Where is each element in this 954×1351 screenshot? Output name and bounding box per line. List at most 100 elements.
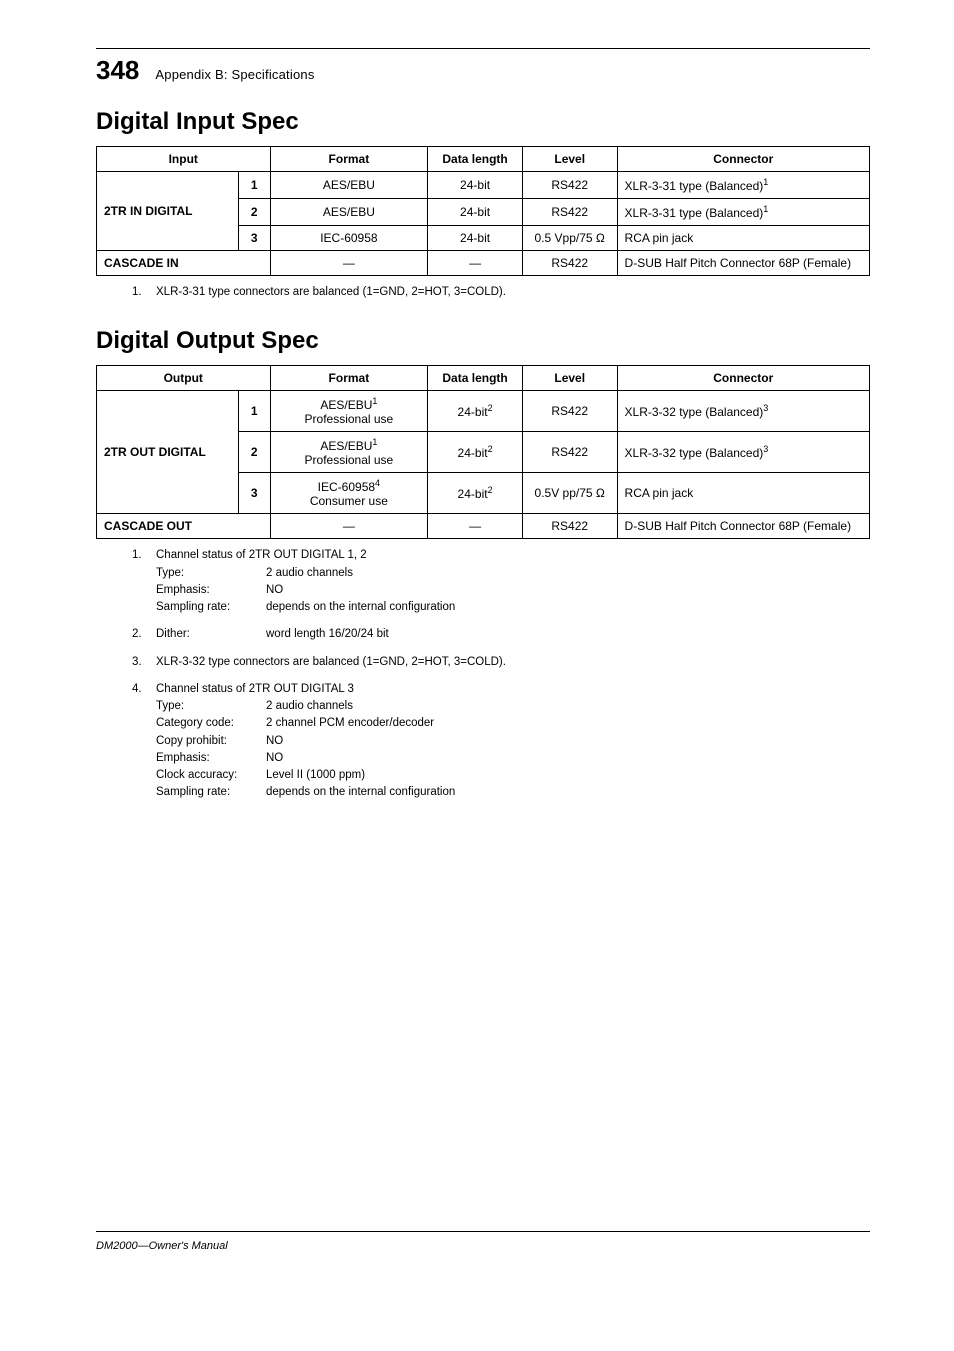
kv-value: depends on the internal configuration bbox=[266, 784, 455, 801]
cell-connector: XLR-3-32 type (Balanced)3 bbox=[617, 432, 869, 473]
kv-value: 2 audio channels bbox=[266, 698, 353, 715]
cell-length: 24-bit bbox=[428, 226, 523, 251]
footnote: 1.Channel status of 2TR OUT DIGITAL 1, 2… bbox=[132, 547, 870, 616]
section-title-input: Digital Input Spec bbox=[96, 108, 870, 136]
digital-output-table: Output Format Data length Level Connecto… bbox=[96, 365, 870, 539]
footnote: 4. Channel status of 2TR OUT DIGITAL 3Typ… bbox=[132, 681, 870, 802]
col-length: Data length bbox=[428, 366, 523, 391]
output-footnotes: 1.Channel status of 2TR OUT DIGITAL 1, 2… bbox=[132, 547, 870, 801]
kv-key: Copy prohibit: bbox=[156, 733, 266, 750]
running-head: 348 Appendix B: Specifications bbox=[96, 55, 870, 86]
cell-connector: D-SUB Half Pitch Connector 68P (Female) bbox=[617, 251, 869, 276]
kv-value: depends on the internal configuration bbox=[266, 599, 455, 616]
footnote: 1. XLR-3-31 type connectors are balanced … bbox=[132, 284, 870, 301]
kv-value: 2 channel PCM encoder/decoder bbox=[266, 715, 434, 732]
cell-connector: XLR-3-31 type (Balanced)1 bbox=[617, 199, 869, 226]
cell-level: RS422 bbox=[522, 432, 617, 473]
kv-key: Dither: bbox=[156, 626, 266, 643]
cell-level: 0.5 Vpp/75 Ω bbox=[522, 226, 617, 251]
cell-length: 24-bit bbox=[428, 172, 523, 199]
footnote: 2.Dither:word length 16/20/24 bit bbox=[132, 626, 870, 643]
footnote-kv: Sampling rate:depends on the internal co… bbox=[156, 784, 870, 801]
cell-format: AES/EBU bbox=[270, 172, 428, 199]
cascade-label: CASCADE OUT bbox=[97, 514, 271, 539]
cell-connector: XLR-3-31 type (Balanced)1 bbox=[617, 172, 869, 199]
kv-key: Type: bbox=[156, 698, 266, 715]
kv-key: Emphasis: bbox=[156, 582, 266, 599]
kv-value: NO bbox=[266, 582, 283, 599]
col-length: Data length bbox=[428, 147, 523, 172]
top-rule bbox=[96, 48, 870, 49]
footnote-kv: Copy prohibit:NO bbox=[156, 733, 870, 750]
sub-index: 2 bbox=[238, 432, 270, 473]
footnote-number: 3. bbox=[132, 654, 148, 671]
kv-key: Sampling rate: bbox=[156, 599, 266, 616]
cell-level: 0.5V pp/75 Ω bbox=[522, 473, 617, 514]
kv-key: Type: bbox=[156, 565, 266, 582]
table-header-row: Output Format Data length Level Connecto… bbox=[97, 366, 870, 391]
cell-format: AES/EBU1Professional use bbox=[270, 391, 428, 432]
footnote-kv: Type:2 audio channels bbox=[156, 565, 870, 582]
footnote-kv: Category code:2 channel PCM encoder/deco… bbox=[156, 715, 870, 732]
kv-value: NO bbox=[266, 733, 283, 750]
col-format: Format bbox=[270, 147, 428, 172]
footnote-kv: Dither:word length 16/20/24 bit bbox=[156, 626, 870, 643]
cell-format: — bbox=[270, 514, 428, 539]
cell-length: 24-bit2 bbox=[428, 432, 523, 473]
manual-title: DM2000—Owner's Manual bbox=[96, 1240, 228, 1252]
col-level: Level bbox=[522, 147, 617, 172]
sub-index: 2 bbox=[238, 199, 270, 226]
cell-level: RS422 bbox=[522, 251, 617, 276]
sub-index: 1 bbox=[238, 172, 270, 199]
cell-length: 24-bit2 bbox=[428, 391, 523, 432]
footnote-lead: Channel status of 2TR OUT DIGITAL 1, 2 bbox=[156, 547, 870, 564]
sub-index: 3 bbox=[238, 473, 270, 514]
input-footnotes: 1. XLR-3-31 type connectors are balanced … bbox=[132, 284, 870, 301]
rowgroup-label: 2TR OUT DIGITAL bbox=[97, 391, 239, 514]
footnote-number: 4. bbox=[132, 681, 148, 802]
kv-key: Clock accuracy: bbox=[156, 767, 266, 784]
cell-format: — bbox=[270, 251, 428, 276]
sub-index: 3 bbox=[238, 226, 270, 251]
cell-level: RS422 bbox=[522, 391, 617, 432]
footnote-kv: Type:2 audio channels bbox=[156, 698, 870, 715]
footnote-kv: Emphasis:NO bbox=[156, 582, 870, 599]
digital-input-table: Input Format Data length Level Connector… bbox=[96, 146, 870, 276]
footnote-text: XLR-3-31 type connectors are balanced (1… bbox=[156, 284, 506, 301]
kv-value: word length 16/20/24 bit bbox=[266, 626, 389, 643]
kv-key: Category code: bbox=[156, 715, 266, 732]
cell-format: IEC-609584Consumer use bbox=[270, 473, 428, 514]
rowgroup-label: 2TR IN DIGITAL bbox=[97, 172, 239, 251]
sub-index: 1 bbox=[238, 391, 270, 432]
footnote-kv: Clock accuracy:Level II (1000 ppm) bbox=[156, 767, 870, 784]
cell-level: RS422 bbox=[522, 199, 617, 226]
footnote-number: 1. bbox=[132, 284, 148, 301]
cell-length: 24-bit2 bbox=[428, 473, 523, 514]
bottom-rule bbox=[96, 1231, 870, 1232]
cell-level: RS422 bbox=[522, 172, 617, 199]
table-row: 2TR IN DIGITAL1AES/EBU24-bitRS422XLR-3-3… bbox=[97, 172, 870, 199]
footnote-kv: Emphasis:NO bbox=[156, 750, 870, 767]
col-input: Input bbox=[97, 147, 271, 172]
chapter-title: Appendix B: Specifications bbox=[155, 67, 314, 82]
section-title-output: Digital Output Spec bbox=[96, 327, 870, 355]
table-row: 2TR OUT DIGITAL1AES/EBU1Professional use… bbox=[97, 391, 870, 432]
cell-level: RS422 bbox=[522, 514, 617, 539]
kv-key: Emphasis: bbox=[156, 750, 266, 767]
footnote-lead: XLR-3-32 type connectors are balanced (1… bbox=[156, 654, 870, 671]
kv-value: NO bbox=[266, 750, 283, 767]
cell-connector: XLR-3-32 type (Balanced)3 bbox=[617, 391, 869, 432]
col-connector: Connector bbox=[617, 366, 869, 391]
table-header-row: Input Format Data length Level Connector bbox=[97, 147, 870, 172]
kv-value: 2 audio channels bbox=[266, 565, 353, 582]
kv-key: Sampling rate: bbox=[156, 784, 266, 801]
col-connector: Connector bbox=[617, 147, 869, 172]
page: 348 Appendix B: Specifications Digital I… bbox=[0, 0, 954, 1280]
page-number: 348 bbox=[96, 55, 139, 86]
footnote: 3. XLR-3-32 type connectors are balanced … bbox=[132, 654, 870, 671]
cell-len: — bbox=[428, 251, 523, 276]
footnote-body: Dither:word length 16/20/24 bit bbox=[156, 626, 870, 643]
footnote-lead: Channel status of 2TR OUT DIGITAL 3 bbox=[156, 681, 870, 698]
footnote-number: 1. bbox=[132, 547, 148, 616]
footnote-body: Channel status of 2TR OUT DIGITAL 1, 2Ty… bbox=[156, 547, 870, 616]
